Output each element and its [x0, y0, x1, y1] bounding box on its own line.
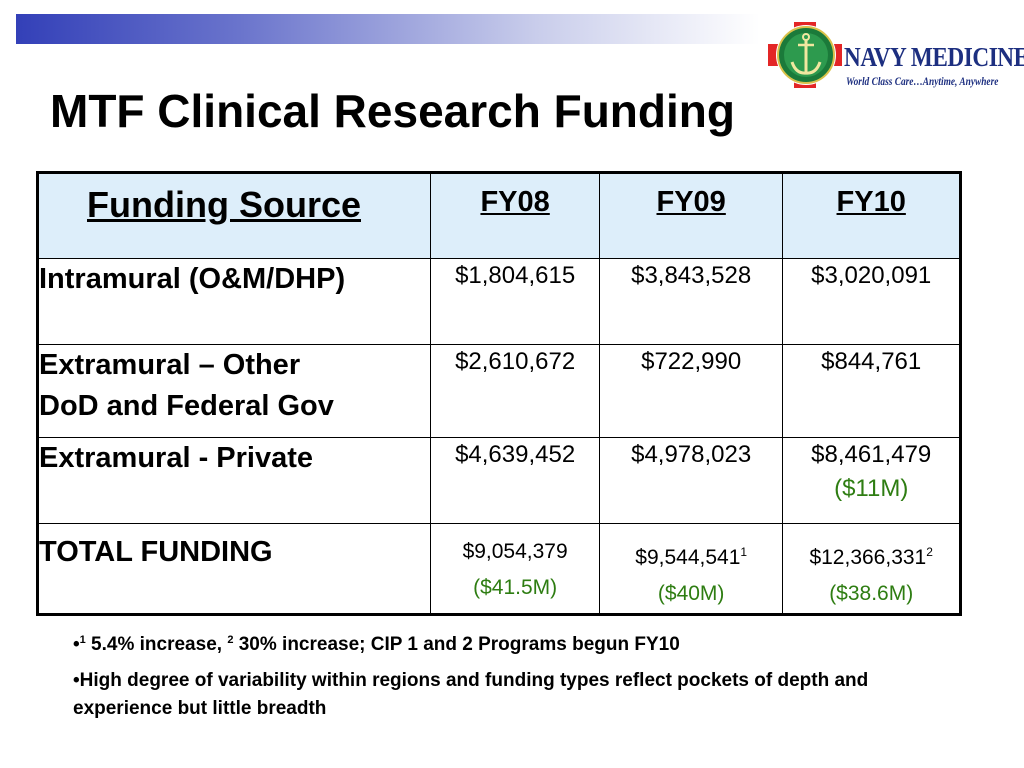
table-row: Intramural (O&M/DHP) $1,804,615 $3,843,5… [36, 258, 961, 345]
anchor-seal-icon [768, 22, 842, 88]
cell-fy08: $2,610,672 [430, 344, 600, 438]
row-label-line2: DoD and Federal Gov [39, 390, 334, 422]
footnote-marker: 2 [926, 545, 933, 559]
cell-fy08: $1,804,615 [430, 258, 600, 345]
row-label-line1: Extramural – Other [39, 349, 301, 381]
footnote-marker: 1 [79, 634, 86, 646]
logo-brand-text: NAVY MEDICINE [844, 42, 1024, 72]
row-label-extramural-other: Extramural – Other DoD and Federal Gov [36, 344, 432, 438]
cell-fy10: $12,366,3312 ($38.6M) [782, 523, 961, 615]
cell-fy09: $9,544,5411 ($40M) [598, 523, 784, 615]
cell-fy09: $3,843,528 [598, 258, 784, 345]
table-row: Extramural – Other DoD and Federal Gov $… [36, 344, 961, 438]
table-row: Extramural - Private $4,639,452 $4,978,0… [36, 437, 961, 524]
logo-tagline: World Class Care…Anytime, Anywhere [846, 74, 999, 88]
column-header-fy10: FY10 [782, 172, 961, 259]
cell-fy08: $9,054,379 ($41.5M) [430, 523, 600, 615]
table-header-row: Funding Source FY08 FY09 FY10 [36, 172, 961, 259]
footnote-text: 30% increase; CIP 1 and 2 Programs begun… [233, 634, 680, 655]
funding-table: Funding Source FY08 FY09 FY10 Intramural… [36, 171, 962, 616]
cell-note: ($40M) [657, 582, 725, 605]
footnote-marker: 1 [740, 545, 748, 559]
column-header-fy08: FY08 [430, 172, 600, 259]
table-row-total: TOTAL FUNDING $9,054,379 ($41.5M) $9,544… [36, 523, 961, 615]
cell-note: ($41.5M) [473, 576, 558, 599]
cell-fy08: $4,639,452 [430, 437, 600, 524]
cell-note: ($38.6M) [829, 582, 914, 605]
cell-fy10: $8,461,479 ($11M) [782, 437, 961, 524]
bullet: • [73, 634, 80, 655]
column-header-funding-source: Funding Source [36, 172, 432, 259]
cell-value: $8,461,479 [811, 441, 932, 468]
page-title: MTF Clinical Research Funding [50, 85, 735, 137]
row-label-extramural-private: Extramural - Private [36, 437, 432, 524]
cell-note: ($11M) [834, 475, 909, 502]
cell-fy10: $3,020,091 [782, 258, 961, 345]
footnote-1: •1 5.4% increase, 2 30% increase; CIP 1 … [73, 626, 953, 659]
footnote-text: High degree of variability within region… [73, 670, 869, 719]
row-label-total-funding: TOTAL FUNDING [36, 523, 432, 615]
row-label-intramural: Intramural (O&M/DHP) [36, 258, 432, 345]
footnotes: •1 5.4% increase, 2 30% increase; CIP 1 … [73, 626, 953, 731]
footnote-2: •High degree of variability within regio… [73, 667, 953, 723]
cell-value: $9,544,541 [635, 546, 741, 569]
cell-fy09: $4,978,023 [598, 437, 784, 524]
cell-fy10: $844,761 [782, 344, 961, 438]
title-gradient-bar [16, 14, 760, 44]
bullet: • [73, 670, 80, 691]
footnote-marker: 2 [227, 634, 234, 646]
cell-value: $9,054,379 [462, 540, 568, 563]
cell-value: $12,366,331 [809, 546, 927, 569]
footnote-text: 5.4% increase, [85, 634, 228, 655]
navy-medicine-logo: NAVY MEDICINE World Class Care…Anytime, … [766, 20, 1024, 92]
column-header-fy09: FY09 [598, 172, 784, 259]
cell-fy09: $722,990 [598, 344, 784, 438]
